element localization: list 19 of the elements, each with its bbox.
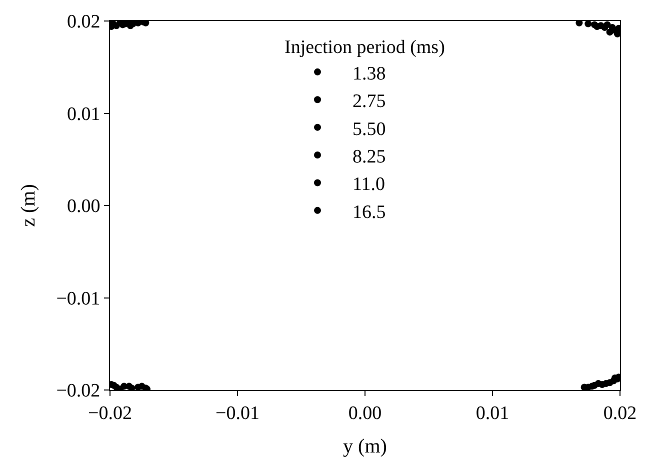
y-axis-title: z (m)	[18, 184, 40, 227]
x-axis-title: y (m)	[343, 435, 387, 458]
y-tick-label: 0.01	[66, 104, 100, 125]
x-tick-label: 0.01	[476, 402, 510, 424]
y-tick-label: 0.00	[66, 196, 100, 218]
x-tick-label: −0.02	[88, 402, 132, 424]
x-tick-label: 0.00	[348, 402, 382, 424]
x-tick-label: 0.02	[603, 402, 637, 424]
y-tick-label: 0.02	[66, 12, 100, 33]
y-tick-label: −0.02	[56, 380, 100, 402]
y-tick-label: −0.01	[56, 288, 100, 310]
legend-label: 8.25	[352, 146, 386, 168]
legend-label: 5.50	[352, 118, 386, 140]
legend-label: 11.0	[352, 174, 386, 196]
legend-label: 2.75	[352, 91, 386, 112]
legend-title: Injection period (ms)	[284, 37, 445, 58]
legend-label: 1.38	[352, 63, 386, 84]
x-tick-label: −0.01	[216, 402, 260, 424]
legend-label: 16.5	[352, 202, 386, 223]
